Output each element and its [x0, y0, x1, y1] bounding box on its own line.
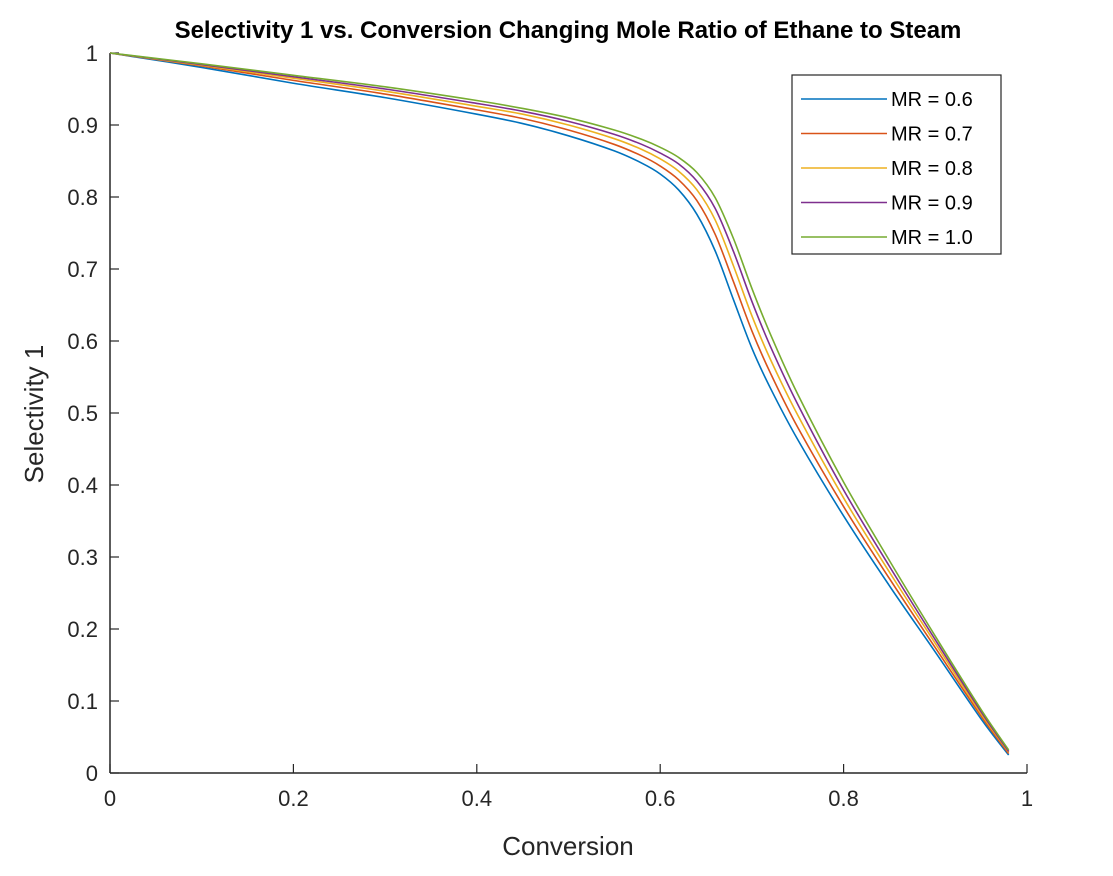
legend-entry: MR = 0.8 [891, 158, 973, 180]
chart-title: Selectivity 1 vs. Conversion Changing Mo… [175, 17, 962, 44]
legend-entry: MR = 0.6 [891, 89, 973, 111]
y-tick-label: 0.8 [67, 185, 98, 210]
x-tick-label: 0.4 [462, 786, 493, 811]
y-tick-label: 1 [86, 41, 98, 66]
y-tick-label: 0.4 [67, 473, 98, 498]
x-tick-label: 1 [1021, 786, 1033, 811]
y-tick-label: 0 [86, 761, 98, 786]
legend-entry: MR = 0.9 [891, 193, 973, 215]
x-axis-label: Conversion [502, 831, 634, 861]
axes: 0 0.2 0.4 0.6 0.8 1 0 0.1 0.2 0.3 0.4 0.5 0.6 0.7 0.8 0… [67, 41, 1033, 811]
y-tick-label: 0.3 [67, 545, 98, 570]
y-tick-label: 0.2 [67, 617, 98, 642]
legend-box [791, 74, 1002, 255]
series-line-0 [109, 52, 1010, 756]
series-lines [109, 52, 1010, 756]
y-tick-label: 0.6 [67, 329, 98, 354]
y-tick-label: 0.1 [67, 689, 98, 714]
legend-entry: MR = 0.7 [891, 124, 973, 146]
y-tick-label: 0.5 [67, 401, 98, 426]
x-tick-label: 0.2 [278, 786, 309, 811]
x-tick-label: 0.6 [645, 786, 676, 811]
x-tick-label: 0.8 [828, 786, 859, 811]
series-line-3 [109, 52, 1010, 752]
series-line-4 [109, 52, 1010, 751]
legend-entry: MR = 1.0 [891, 227, 973, 249]
series-line-1 [109, 52, 1010, 755]
series-line-2 [109, 52, 1010, 753]
y-axis-label: Selectivity 1 [19, 345, 49, 484]
legend: MR = 0.6 MR = 0.7 MR = 0.8 MR = 0.9 MR = 1.0 [791, 74, 1002, 255]
y-tick-label: 0.7 [67, 257, 98, 282]
x-tick-label: 0 [104, 786, 116, 811]
y-tick-label: 0.9 [67, 113, 98, 138]
